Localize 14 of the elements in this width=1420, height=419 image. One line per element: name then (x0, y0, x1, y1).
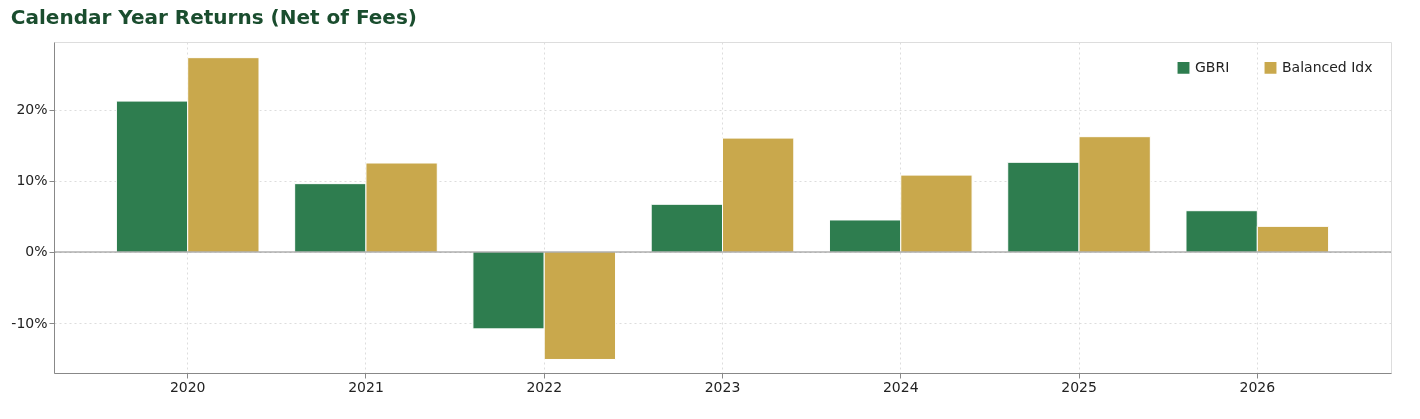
x-tick-label: 2026 (1239, 378, 1276, 395)
y-tick-label: 0% (25, 243, 48, 260)
y-tick-label: -10% (11, 314, 48, 331)
x-tick-label: 2024 (882, 378, 919, 395)
x-tick-label: 2022 (526, 378, 563, 395)
legend-label: GBRI (1195, 58, 1230, 75)
y-tick-label: 20% (16, 101, 48, 118)
x-tick-label: 2025 (1061, 378, 1097, 395)
legend-label: Balanced Idx (1282, 58, 1373, 75)
y-tick-label: 10% (16, 172, 48, 189)
chart-title: Calendar Year Returns (Net of Fees) (10, 5, 417, 29)
x-tick-label: 2020 (169, 378, 206, 395)
x-tick-label: 2023 (704, 378, 741, 395)
x-tick-label: 2021 (348, 378, 384, 395)
